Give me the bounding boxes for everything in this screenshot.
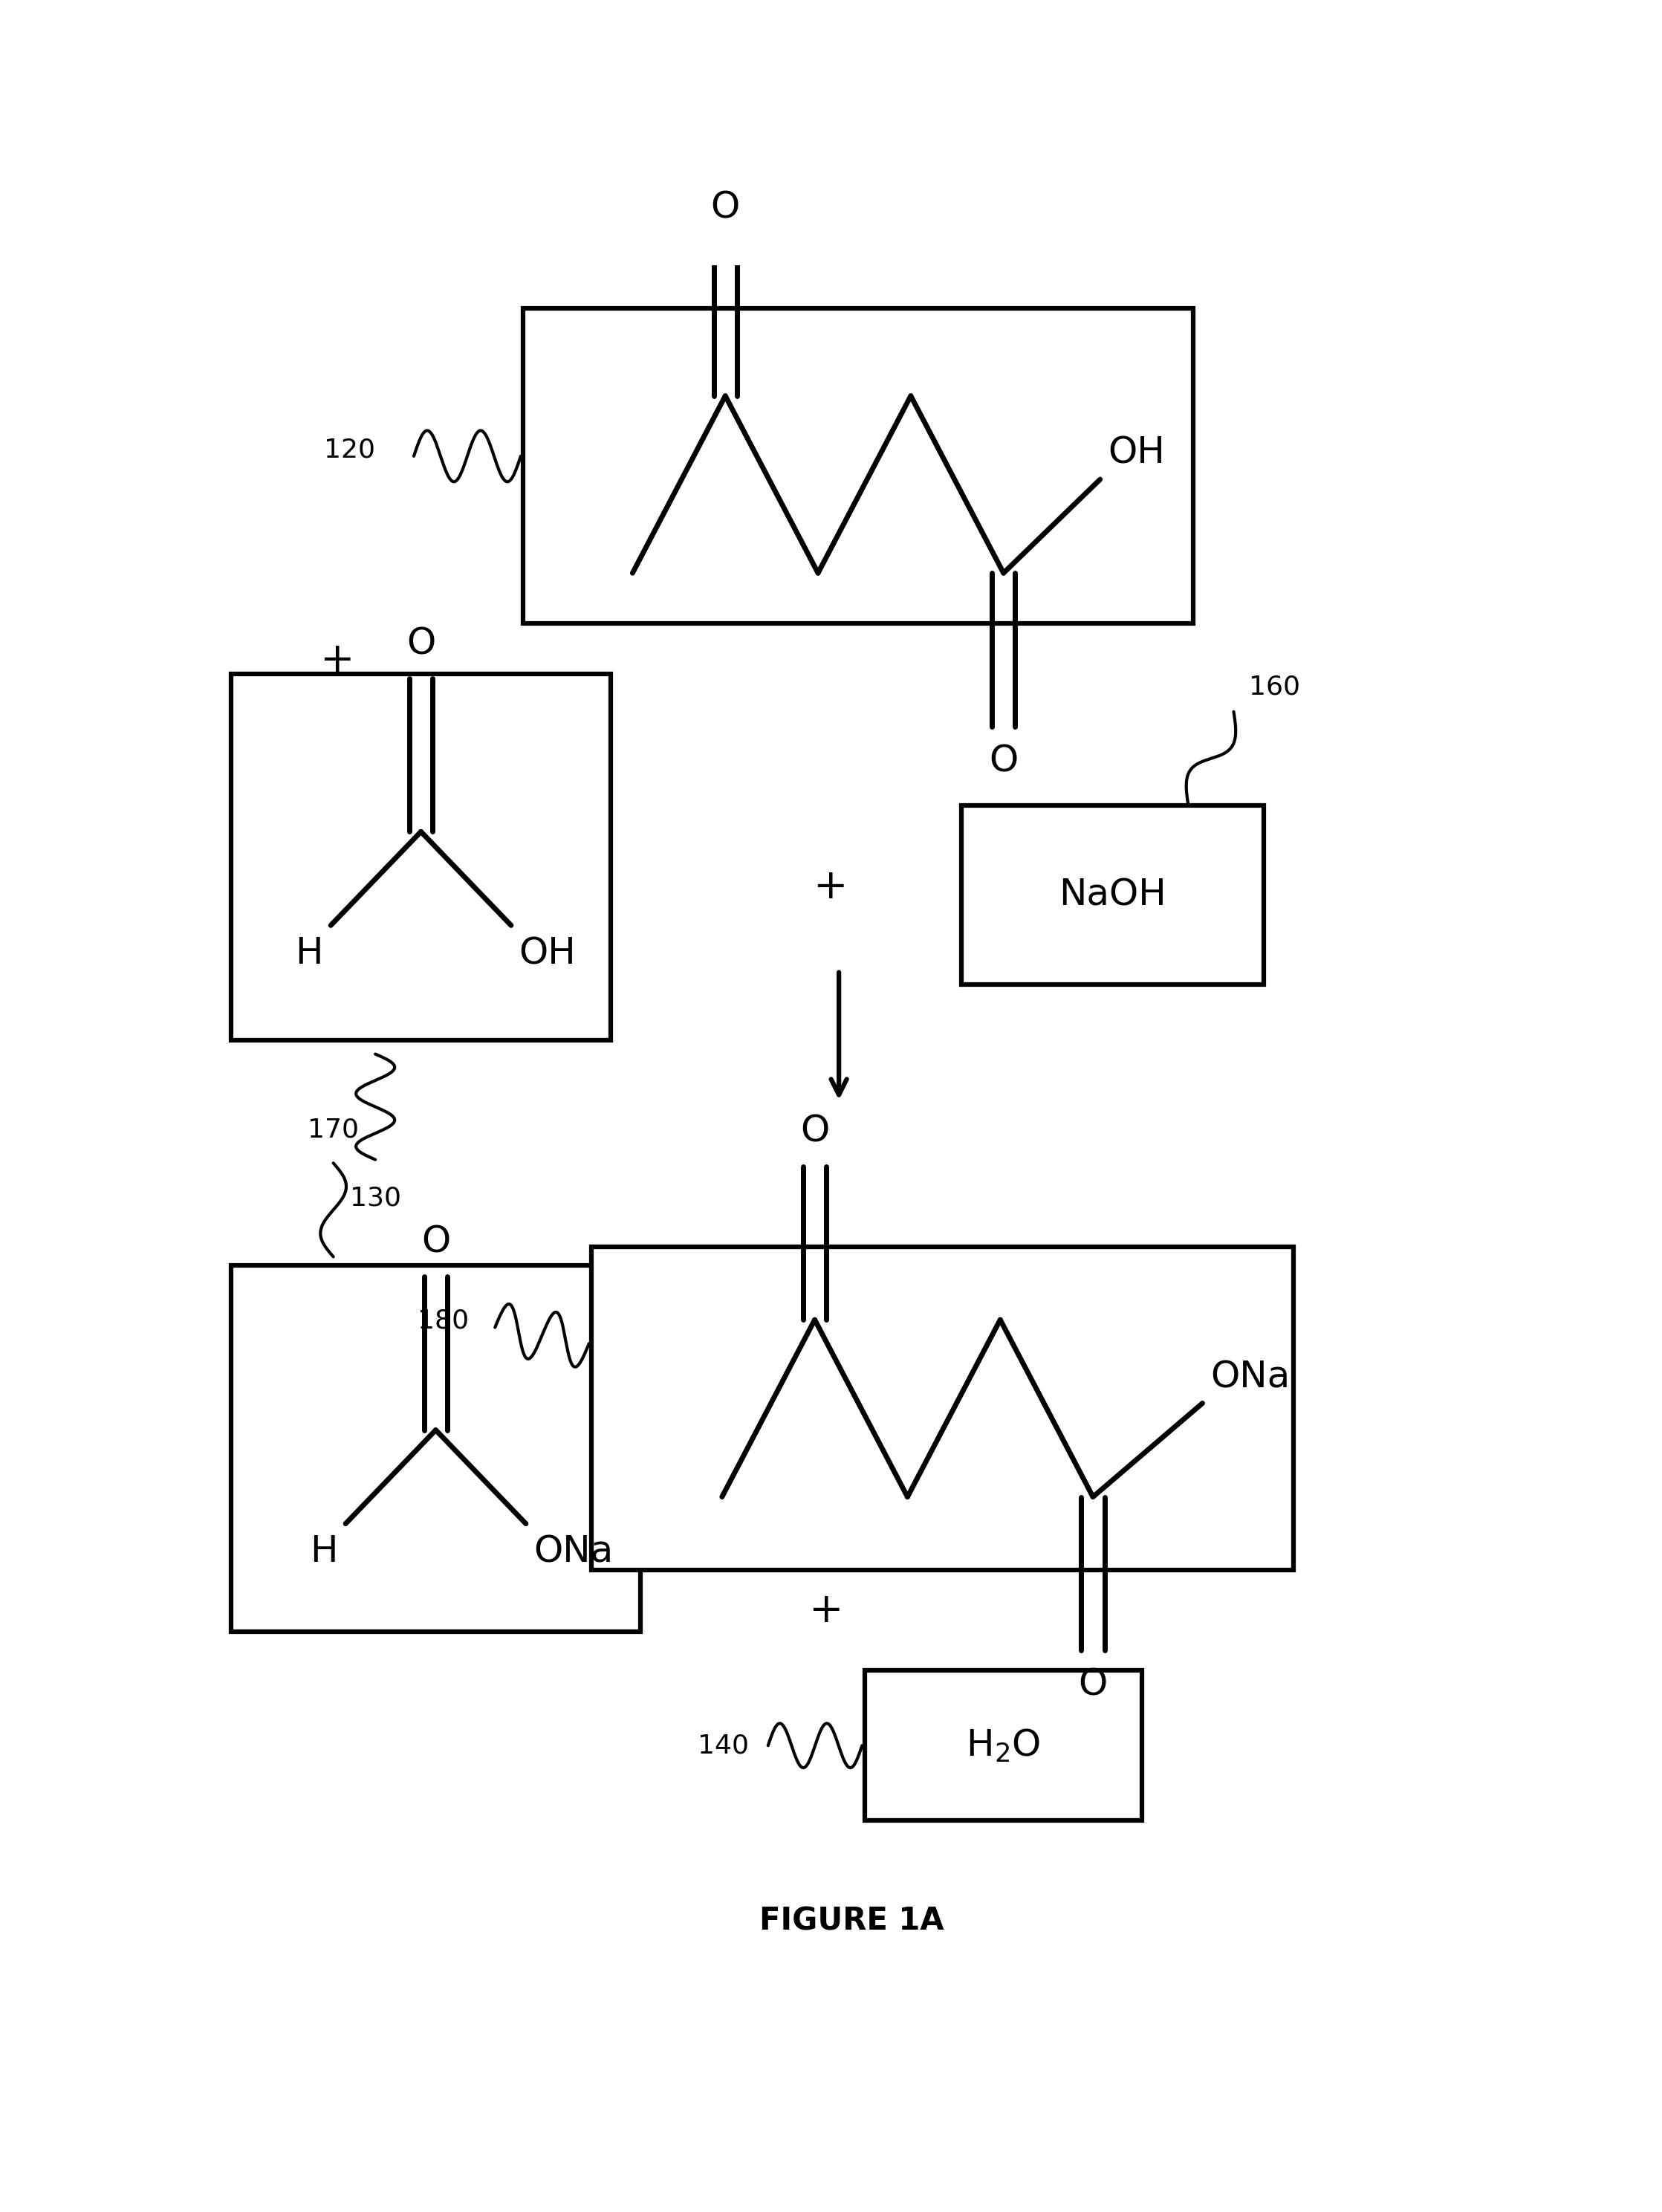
Text: O: O	[406, 626, 435, 661]
Text: NaOH: NaOH	[1059, 876, 1167, 914]
Text: OH: OH	[1109, 436, 1165, 471]
Text: H$_2$O: H$_2$O	[966, 1728, 1040, 1763]
Text: 180: 180	[417, 1307, 469, 1334]
Bar	[231, 675, 612, 1040]
Text: O: O	[711, 190, 740, 226]
Text: OH: OH	[519, 936, 575, 971]
Text: 160: 160	[1248, 675, 1300, 699]
Text: O: O	[799, 1115, 829, 1150]
Text: 130: 130	[349, 1186, 401, 1210]
Bar	[961, 805, 1263, 984]
Text: +: +	[813, 867, 848, 907]
Text: 140: 140	[698, 1732, 748, 1759]
Bar	[231, 1265, 640, 1632]
Text: ONa: ONa	[1210, 1358, 1290, 1396]
Text: +: +	[319, 641, 354, 681]
Text: H: H	[311, 1533, 337, 1571]
Text: 120: 120	[324, 438, 376, 462]
Text: O: O	[1079, 1668, 1107, 1703]
Text: ONa: ONa	[534, 1533, 613, 1571]
Bar	[864, 1670, 1142, 1820]
Text: +: +	[809, 1590, 843, 1630]
Text: 170: 170	[307, 1117, 359, 1144]
Text: O: O	[989, 743, 1019, 779]
Bar	[524, 307, 1193, 624]
Text: FIGURE 1A: FIGURE 1A	[760, 1905, 944, 1936]
Bar	[592, 1248, 1293, 1571]
Text: O: O	[420, 1223, 450, 1259]
Text: H: H	[296, 936, 322, 971]
